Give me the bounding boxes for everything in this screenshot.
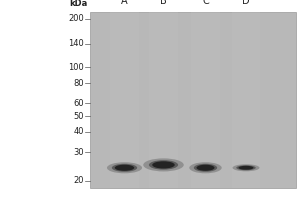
Ellipse shape xyxy=(189,162,222,173)
Text: 50: 50 xyxy=(74,112,84,121)
Text: D: D xyxy=(242,0,250,6)
Bar xyxy=(191,12,220,188)
Bar xyxy=(90,12,296,188)
Text: 60: 60 xyxy=(74,99,84,108)
Text: A: A xyxy=(121,0,128,6)
Ellipse shape xyxy=(152,161,175,169)
Text: 140: 140 xyxy=(68,39,84,48)
Text: 40: 40 xyxy=(74,127,84,136)
Ellipse shape xyxy=(143,158,184,171)
Text: 30: 30 xyxy=(74,148,84,157)
Ellipse shape xyxy=(236,165,256,170)
Text: 80: 80 xyxy=(74,79,84,88)
Ellipse shape xyxy=(194,164,217,172)
Ellipse shape xyxy=(115,165,134,171)
Text: 20: 20 xyxy=(74,176,84,185)
Bar xyxy=(232,12,260,188)
Ellipse shape xyxy=(149,160,178,170)
Ellipse shape xyxy=(112,164,137,172)
Bar xyxy=(149,12,178,188)
Text: C: C xyxy=(202,0,209,6)
Ellipse shape xyxy=(107,162,142,173)
Text: 200: 200 xyxy=(68,14,84,23)
Text: kDa: kDa xyxy=(69,0,87,8)
Text: 100: 100 xyxy=(68,63,84,72)
Ellipse shape xyxy=(196,165,214,171)
Bar xyxy=(110,12,139,188)
Ellipse shape xyxy=(238,166,253,170)
Ellipse shape xyxy=(232,164,260,171)
Text: B: B xyxy=(160,0,167,6)
